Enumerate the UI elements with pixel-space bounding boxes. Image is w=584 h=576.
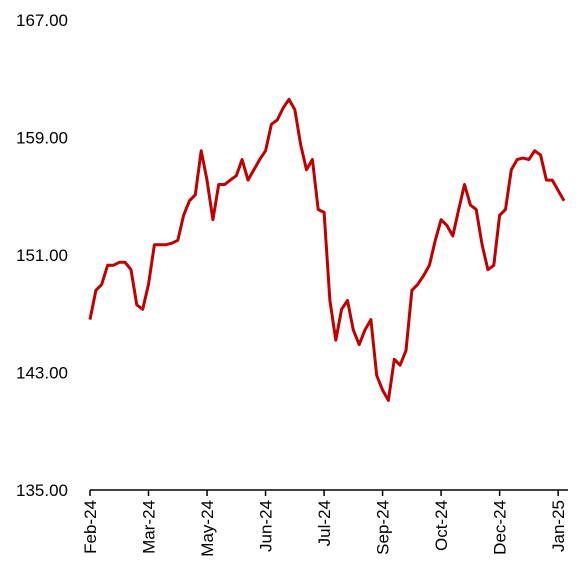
y-tick-label: 151.00 [16,246,68,265]
x-tick-label: Oct-24 [432,500,451,551]
y-tick-label: 167.00 [16,11,68,30]
x-tick-label: May-24 [198,500,217,557]
y-tick-label: 159.00 [16,129,68,148]
x-tick-label: Dec-24 [491,500,510,555]
x-tick-label: Feb-24 [81,500,100,554]
x-tick-label: Mar-24 [140,500,159,554]
line [88,97,566,402]
x-tick-label: Jun-24 [257,500,276,552]
x-tick-label: Jul-24 [315,500,334,546]
x-tick-label: Sep-24 [374,500,393,555]
y-tick-label: 143.00 [16,364,68,383]
y-tick-label: 135.00 [16,481,68,500]
x-tick-label: Jan-25 [549,500,568,552]
